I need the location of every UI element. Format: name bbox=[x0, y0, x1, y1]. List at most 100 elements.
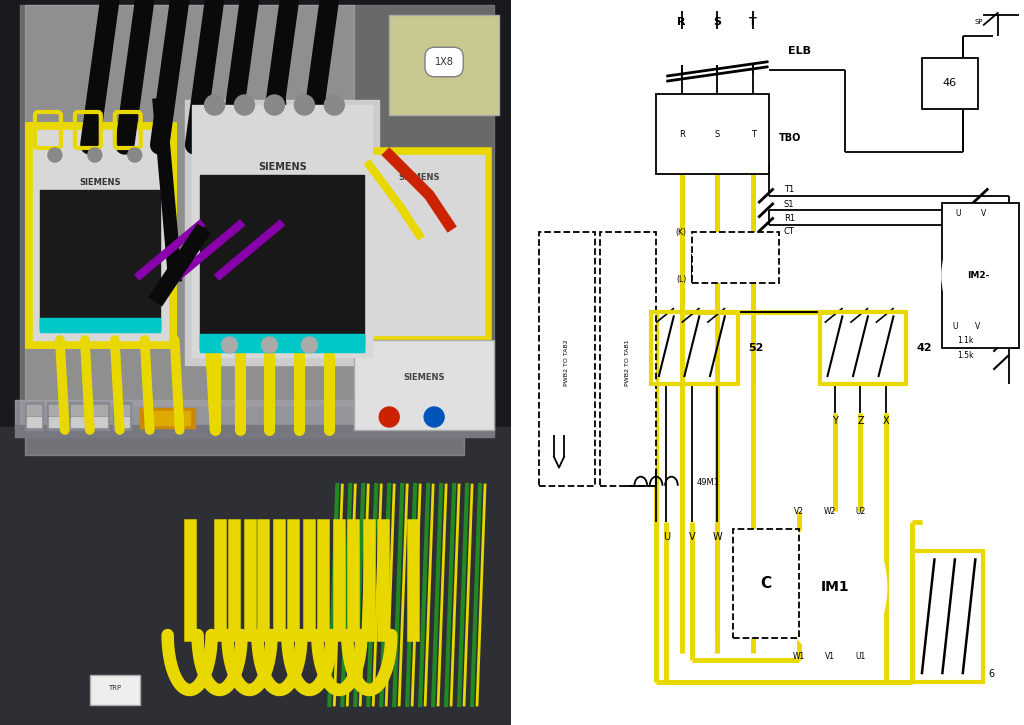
Bar bbox=[191, 105, 373, 357]
Text: SIEMENS: SIEMENS bbox=[398, 173, 440, 182]
Text: (K): (K) bbox=[676, 228, 687, 236]
Bar bbox=[115, 405, 129, 415]
Text: V1: V1 bbox=[824, 652, 835, 660]
Bar bbox=[144, 411, 189, 425]
Circle shape bbox=[379, 407, 399, 427]
Bar bbox=[27, 417, 41, 427]
Text: (L): (L) bbox=[677, 275, 687, 283]
Text: R: R bbox=[679, 130, 685, 138]
Bar bbox=[33, 130, 168, 340]
Text: V: V bbox=[981, 210, 986, 218]
Bar bbox=[113, 402, 131, 430]
Text: W2: W2 bbox=[823, 507, 836, 515]
Text: SIEMENS: SIEMENS bbox=[258, 162, 307, 172]
Circle shape bbox=[942, 225, 1014, 326]
Text: T1: T1 bbox=[783, 186, 794, 194]
Text: W: W bbox=[713, 531, 722, 542]
Bar bbox=[93, 417, 106, 427]
Circle shape bbox=[128, 148, 141, 162]
Bar bbox=[40, 318, 160, 332]
Bar bbox=[25, 5, 354, 405]
Text: TBO: TBO bbox=[778, 133, 801, 143]
Text: SIEMENS: SIEMENS bbox=[79, 178, 121, 187]
Text: U: U bbox=[952, 322, 958, 331]
Circle shape bbox=[264, 95, 285, 115]
Text: C: C bbox=[761, 576, 771, 591]
Bar bbox=[0, 427, 511, 725]
Text: U2: U2 bbox=[855, 507, 865, 515]
Text: IM1: IM1 bbox=[820, 580, 849, 594]
Text: V: V bbox=[976, 322, 981, 331]
Bar bbox=[354, 340, 494, 430]
Circle shape bbox=[261, 337, 278, 353]
Circle shape bbox=[205, 95, 224, 115]
Bar bbox=[656, 94, 768, 174]
Text: 52: 52 bbox=[749, 343, 764, 353]
Bar bbox=[49, 405, 62, 415]
Bar bbox=[15, 400, 494, 430]
Bar bbox=[911, 551, 983, 682]
Text: T: T bbox=[750, 17, 757, 27]
Bar bbox=[27, 405, 41, 415]
Bar bbox=[15, 425, 494, 437]
Bar bbox=[19, 5, 494, 425]
Text: Y: Y bbox=[833, 415, 838, 426]
FancyBboxPatch shape bbox=[692, 232, 778, 283]
Bar bbox=[25, 402, 43, 430]
Text: S1: S1 bbox=[783, 200, 795, 209]
Bar bbox=[28, 125, 173, 345]
Bar bbox=[90, 675, 139, 705]
Circle shape bbox=[301, 337, 317, 353]
Text: U: U bbox=[663, 531, 670, 542]
Text: W1: W1 bbox=[793, 652, 805, 660]
Circle shape bbox=[221, 337, 238, 353]
Bar bbox=[922, 58, 978, 109]
Bar bbox=[49, 417, 62, 427]
Circle shape bbox=[48, 148, 61, 162]
Text: T: T bbox=[751, 130, 756, 138]
Bar bbox=[819, 312, 906, 384]
Bar bbox=[139, 408, 195, 428]
Text: S: S bbox=[714, 17, 722, 27]
Bar bbox=[47, 402, 65, 430]
Bar bbox=[69, 402, 87, 430]
Bar bbox=[349, 150, 489, 340]
Bar bbox=[354, 155, 484, 335]
Bar bbox=[942, 203, 1019, 348]
Text: R: R bbox=[678, 17, 686, 27]
Text: 1.1k: 1.1k bbox=[957, 336, 974, 345]
Circle shape bbox=[424, 407, 444, 427]
Bar bbox=[539, 232, 595, 486]
Text: R1: R1 bbox=[783, 215, 795, 223]
Circle shape bbox=[88, 148, 101, 162]
Text: Z: Z bbox=[857, 415, 864, 426]
Text: U: U bbox=[955, 210, 961, 218]
Text: 49M1: 49M1 bbox=[697, 478, 720, 486]
Circle shape bbox=[295, 95, 314, 115]
Bar bbox=[40, 190, 160, 330]
Text: PWB2 TO TAB1: PWB2 TO TAB1 bbox=[626, 339, 631, 386]
Bar bbox=[184, 100, 379, 365]
Bar bbox=[733, 529, 799, 638]
Bar bbox=[25, 427, 464, 455]
Text: X: X bbox=[883, 415, 890, 426]
Text: PWB2 TO TAB2: PWB2 TO TAB2 bbox=[564, 339, 569, 386]
Text: U1: U1 bbox=[855, 652, 865, 660]
Bar bbox=[93, 405, 106, 415]
Text: 1.5k: 1.5k bbox=[957, 351, 974, 360]
Text: 1X8: 1X8 bbox=[434, 57, 454, 67]
Text: 6: 6 bbox=[988, 669, 994, 679]
Text: CT: CT bbox=[783, 228, 795, 236]
Bar bbox=[200, 334, 365, 352]
Bar bbox=[600, 232, 656, 486]
Bar bbox=[389, 15, 499, 115]
Bar bbox=[71, 417, 85, 427]
Text: ELB: ELB bbox=[787, 46, 811, 56]
Bar bbox=[71, 405, 85, 415]
Circle shape bbox=[783, 515, 886, 660]
Circle shape bbox=[234, 95, 255, 115]
Text: V: V bbox=[688, 531, 695, 542]
Circle shape bbox=[325, 95, 344, 115]
Text: S: S bbox=[715, 130, 720, 138]
Text: V2: V2 bbox=[795, 507, 804, 515]
